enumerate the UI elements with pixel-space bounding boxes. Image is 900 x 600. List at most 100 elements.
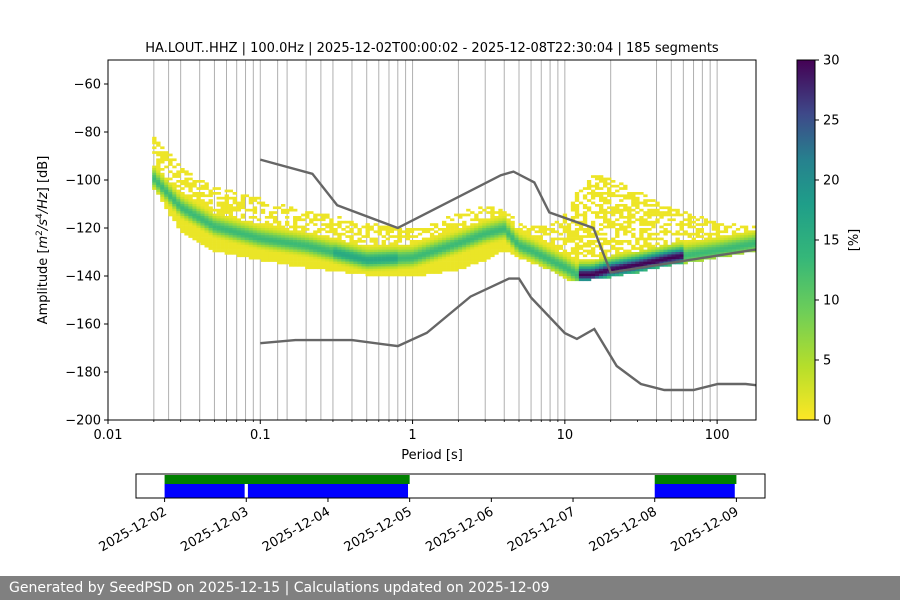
psd-cell: [570, 204, 576, 207]
psd-cell: [353, 259, 358, 262]
psd-cell: [611, 220, 616, 224]
psd-cell: [188, 201, 193, 205]
psd-cell: [232, 220, 238, 224]
psd-cell: [522, 254, 527, 258]
psd-cell: [196, 194, 201, 198]
psd-cell: [586, 259, 592, 262]
psd-cell: [276, 249, 282, 253]
psd-cell: [365, 235, 370, 238]
y-tick-label: −160: [65, 318, 101, 333]
psd-cell: [385, 264, 390, 267]
psd-cell: [240, 237, 246, 241]
psd-cell: [188, 189, 193, 193]
psd-cell: [289, 232, 294, 236]
psd-cell: [264, 254, 270, 258]
psd-cell: [421, 237, 427, 241]
psd-cell: [325, 268, 330, 272]
psd-cell: [293, 256, 298, 260]
psd-cell: [586, 271, 592, 274]
psd-cell: [421, 228, 427, 231]
psd-cell: [514, 249, 519, 253]
psd-cell: [188, 194, 193, 198]
psd-cell: [514, 230, 519, 234]
psd-cell: [160, 158, 165, 162]
psd-cell: [550, 237, 556, 241]
psd-cell: [164, 192, 169, 195]
psd-cell: [377, 252, 382, 255]
psd-cell: [558, 237, 564, 241]
psd-cell: [321, 216, 326, 219]
psd-cell: [582, 268, 588, 272]
psd-cell: [305, 254, 310, 258]
psd-cell: [599, 232, 604, 236]
psd-cell: [401, 271, 407, 274]
psd-cell: [305, 235, 310, 238]
psd-cell: [409, 235, 415, 238]
psd-cell: [594, 271, 600, 274]
psd-cell: [188, 187, 193, 190]
psd-cell: [240, 252, 246, 255]
psd-cell: [538, 264, 543, 267]
psd-cell: [220, 204, 225, 207]
psd-cell: [711, 225, 717, 229]
psd-cell: [204, 232, 209, 236]
psd-cell: [381, 254, 386, 258]
psd-cell: [442, 266, 447, 270]
psd-cell: [695, 218, 700, 222]
psd-cell: [450, 256, 455, 260]
psd-cell: [478, 220, 483, 224]
psd-cell: [498, 220, 503, 224]
psd-cell: [578, 252, 584, 255]
psd-cell: [554, 271, 560, 274]
psd-cell: [546, 264, 551, 267]
psd-cell: [578, 235, 584, 238]
psd-cell: [554, 254, 560, 258]
psd-cell: [603, 261, 608, 265]
psd-cell: [180, 170, 185, 174]
psd-cell: [168, 213, 173, 217]
psd-cell: [200, 225, 205, 229]
psd-cell: [542, 242, 547, 246]
psd-cell: [470, 259, 475, 262]
psd-cell: [599, 211, 604, 214]
psd-cell: [421, 240, 427, 243]
psd-cell: [603, 220, 608, 224]
psd-cell: [442, 259, 447, 262]
psd-cell: [542, 225, 547, 229]
psd-cell: [667, 206, 672, 210]
psd-cell: [651, 232, 656, 236]
psd-cell: [627, 218, 632, 222]
psd-cell: [639, 223, 644, 226]
psd-cell: [534, 254, 539, 258]
psd-cell: [466, 264, 471, 267]
psd-cell: [731, 247, 737, 250]
psd-cell: [176, 213, 181, 217]
psd-cell: [578, 240, 584, 243]
psd-cell: [570, 220, 576, 224]
psd-cell: [152, 180, 157, 183]
psd-cell: [711, 232, 717, 236]
psd-cell: [607, 223, 612, 226]
psd-cell: [538, 228, 543, 231]
psd-cell: [647, 244, 652, 248]
y-tick-label: −60: [74, 78, 101, 93]
psd-cell: [341, 268, 346, 272]
psd-cell: [647, 261, 652, 265]
psd-cell: [429, 264, 435, 267]
psd-cell: [184, 211, 189, 214]
psd-cell: [570, 247, 576, 250]
psd-cell: [723, 225, 729, 229]
psd-cell: [405, 273, 411, 277]
psd-cell: [506, 237, 511, 241]
psd-cell: [256, 237, 262, 241]
psd-cell: [413, 235, 419, 238]
psd-cell: [550, 242, 556, 246]
psd-cell: [228, 208, 233, 212]
psd-cell: [176, 223, 181, 226]
psd-cell: [232, 199, 238, 202]
psd-cell: [454, 225, 459, 229]
psd-cell: [309, 266, 314, 270]
psd-cell: [401, 256, 407, 260]
psd-cell: [264, 240, 270, 243]
psd-cell: [228, 249, 233, 253]
